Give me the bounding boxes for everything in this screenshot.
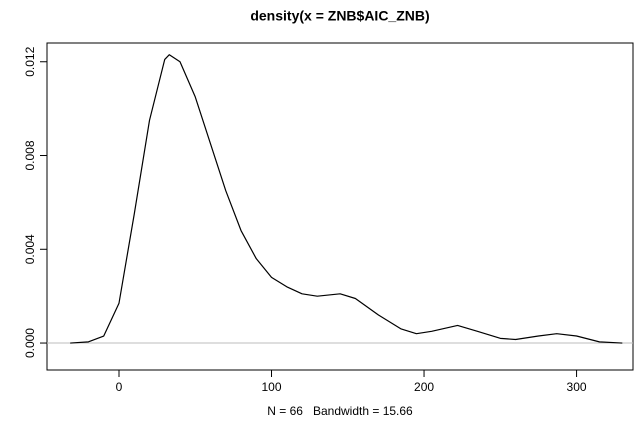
x-tick-label: 100 [262,380,282,394]
y-tick-label: 0.000 [23,328,37,358]
x-axis-label: N = 66 Bandwidth = 15.66 [267,404,413,418]
y-tick-label: 0.012 [23,46,37,76]
x-tick-label: 200 [414,380,434,394]
x-tick-label: 0 [116,380,123,394]
density-line [70,54,623,344]
x-tick-label: 300 [567,380,587,394]
y-tick-label: 0.008 [23,140,37,170]
y-tick-label: 0.004 [23,234,37,264]
plot-frame [46,42,634,371]
chart-title: density(x = ZNB$AIC_ZNB) [250,8,429,24]
